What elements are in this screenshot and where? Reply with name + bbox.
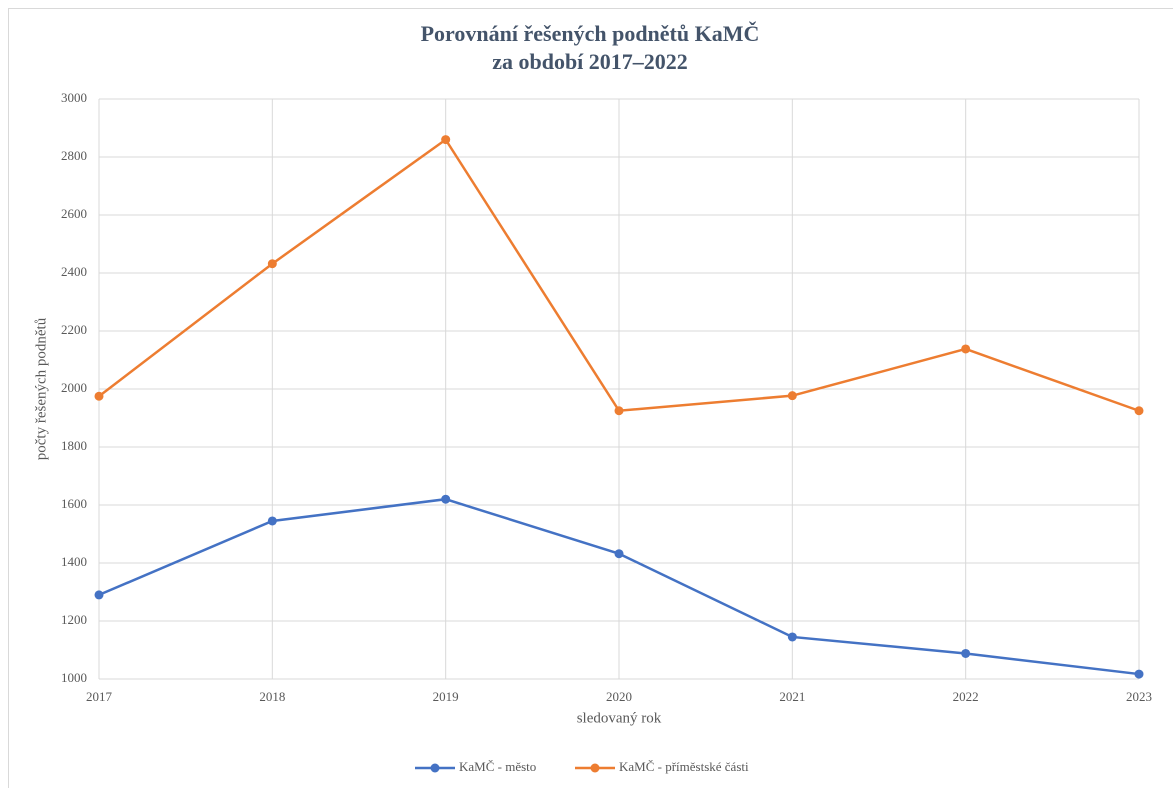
x-axis-label: sledovaný rok: [577, 710, 662, 726]
data-point: [1134, 406, 1144, 416]
chart-title: za období 2017–2022: [492, 49, 688, 74]
data-point: [614, 406, 624, 416]
legend-label: KaMČ - město: [459, 759, 536, 774]
data-point: [94, 391, 104, 401]
data-point: [787, 391, 797, 401]
x-tick-label: 2017: [86, 689, 113, 704]
y-tick-label: 2800: [61, 148, 87, 163]
data-point: [787, 632, 797, 642]
y-tick-label: 1400: [61, 554, 87, 569]
x-tick-label: 2021: [779, 689, 805, 704]
data-point: [1134, 669, 1144, 679]
legend-marker: [590, 763, 600, 773]
y-tick-label: 3000: [61, 90, 87, 105]
chart-title: Porovnání řešených podnětů KaMČ: [421, 21, 760, 46]
y-tick-label: 2400: [61, 264, 87, 279]
data-point: [441, 135, 451, 145]
y-tick-label: 1200: [61, 612, 87, 627]
y-tick-label: 1800: [61, 438, 87, 453]
y-tick-label: 2600: [61, 206, 87, 221]
data-point: [94, 590, 104, 600]
data-point: [267, 259, 277, 269]
x-tick-label: 2022: [953, 689, 979, 704]
x-tick-label: 2020: [606, 689, 632, 704]
y-tick-label: 1000: [61, 670, 87, 685]
y-axis-label: počty řešených podnětů: [33, 317, 49, 460]
legend-label: KaMČ - příměstské části: [619, 759, 749, 774]
data-point: [614, 549, 624, 559]
x-tick-label: 2019: [433, 689, 459, 704]
data-point: [961, 648, 971, 658]
y-tick-label: 1600: [61, 496, 87, 511]
y-tick-label: 2000: [61, 380, 87, 395]
data-point: [441, 494, 451, 504]
data-point: [961, 344, 971, 354]
legend-marker: [430, 763, 440, 773]
chart-border: [8, 8, 1173, 788]
x-tick-label: 2018: [259, 689, 285, 704]
data-point: [267, 516, 277, 526]
y-tick-label: 2200: [61, 322, 87, 337]
x-tick-label: 2023: [1126, 689, 1152, 704]
